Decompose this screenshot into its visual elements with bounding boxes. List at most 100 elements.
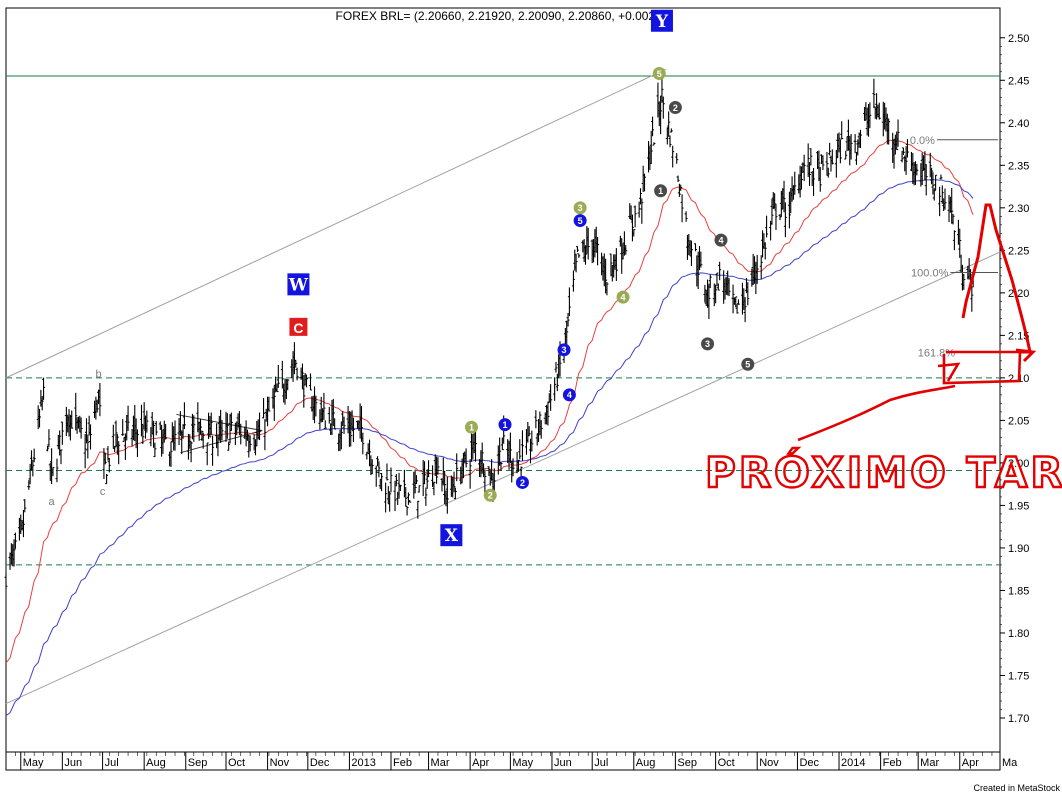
y-tick-label: 1.90 [1008, 543, 1029, 555]
wave-number-label: 2 [520, 478, 525, 488]
annotation-target-arrow [1015, 348, 1037, 363]
x-tick-label: Apr [472, 757, 489, 769]
y-tick-label: 1.85 [1008, 585, 1029, 597]
y-tick-label: 2.00 [1008, 458, 1029, 470]
x-tick-label: Ma [1002, 757, 1018, 769]
chart-title: FOREX BRL= (2.20660, 2.21920, 2.20090, 2… [336, 9, 673, 23]
x-tick-label: Aug [146, 757, 166, 769]
y-tick-label: 1.70 [1008, 713, 1029, 725]
y-tick-label: 2.50 [1008, 33, 1029, 45]
fibonacci-levels: 0.0% 100.0% 161.8% [910, 135, 998, 359]
wave-number-label: 5 [745, 360, 750, 370]
y-axis: 1.701.751.801.851.901.952.002.052.102.15… [1000, 33, 1029, 725]
wave-number-circle [562, 388, 576, 402]
y-tick-label: 2.20 [1008, 288, 1029, 300]
wave-number-circle [573, 201, 587, 215]
x-tick-label: Mar [431, 757, 450, 769]
x-tick-label: Jul [594, 757, 608, 769]
wave-number-circle [668, 100, 682, 114]
x-tick-label: 2014 [841, 757, 865, 769]
x-tick-label: May [23, 757, 44, 769]
x-tick-label: Nov [759, 757, 779, 769]
wave-number-circle [515, 475, 529, 489]
wave-number-circle [464, 420, 478, 434]
wave-number-circle [573, 214, 587, 228]
wave-letter-label: c [100, 486, 106, 498]
x-tick-label: Nov [270, 757, 290, 769]
ma-long-line [5, 178, 974, 717]
wave-number-circle [616, 290, 630, 304]
y-tick-label: 1.75 [1008, 670, 1029, 682]
wave-number-label: 3 [562, 345, 567, 355]
x-tick-label: Sep [677, 757, 697, 769]
x-tick-label: Jun [64, 757, 82, 769]
wave-box-letter: Y [655, 12, 669, 32]
wave-number-label: 3 [705, 339, 710, 349]
annotation-arrow-curve [797, 384, 956, 442]
x-tick-label: 2013 [351, 757, 375, 769]
x-tick-label: May [512, 757, 533, 769]
annotation: PRÓXIMO TARGET [704, 203, 1062, 498]
fib-label: 161.8% [918, 347, 956, 359]
y-tick-label: 2.35 [1008, 160, 1029, 172]
reference-lines [5, 68, 1001, 704]
y-tick-label: 2.30 [1008, 203, 1029, 215]
plot-frame [5, 7, 1001, 753]
annotation-text: PRÓXIMO TARGET [705, 447, 1062, 497]
wave-number-label: 4 [718, 235, 723, 245]
x-tick-label: Feb [393, 757, 412, 769]
wave-box-letter: C [293, 320, 303, 336]
wave-number-label: 1 [658, 186, 663, 196]
wave-number-circle [714, 233, 728, 247]
wave-box-label [287, 273, 310, 296]
fib-label: 0.0% [910, 135, 935, 147]
channel-lower-line [5, 251, 1001, 704]
x-tick-label: Dec [310, 757, 330, 769]
annotation-projection-path [961, 203, 1032, 353]
wave-labels: a b c C W X Y 1 2 3 4 5 1 2 3 4 5 1 2 3 4 5 [49, 9, 755, 547]
wave-letter-label: b [95, 369, 101, 381]
annotation-target-box [942, 350, 1022, 385]
y-tick-label: 1.95 [1008, 500, 1029, 512]
y-tick-label: 1.80 [1008, 628, 1029, 640]
y-tick-label: 2.05 [1008, 415, 1029, 427]
wave-number-circle [654, 184, 668, 198]
wave-box-label [289, 317, 308, 336]
x-tick-label: Jul [105, 757, 119, 769]
credit-text: Created in MetaStock [973, 783, 1060, 793]
wave-box-letter: X [445, 526, 459, 546]
y-tick-label: 2.25 [1008, 245, 1029, 257]
wave-number-label: 5 [657, 69, 662, 79]
ma-short-line [5, 139, 974, 664]
x-tick-label: Sep [188, 757, 208, 769]
x-tick-label: Oct [718, 757, 735, 769]
wave-letter-label: a [49, 496, 56, 508]
wave-box-label [650, 9, 673, 32]
x-tick-label: Apr [962, 757, 979, 769]
wave-number-label: 4 [567, 390, 572, 400]
wave-number-label: 1 [503, 420, 508, 430]
wave-number-circle [498, 418, 512, 432]
x-axis: May Jun Jul Aug Sep Oct Nov Dec 2013 Feb Mar Apr May… [5, 752, 1018, 770]
wave-number-label: 2 [488, 491, 493, 501]
x-tick-label: Feb [883, 757, 902, 769]
wave-number-label: 2 [673, 103, 678, 113]
wave-number-circle [652, 66, 666, 80]
x-tick-label: Mar [920, 757, 939, 769]
moving-averages [5, 139, 974, 717]
wave-number-label: 3 [578, 203, 583, 213]
fib-label: 100.0% [911, 267, 949, 279]
x-tick-label: Oct [228, 757, 245, 769]
wave-number-circle [701, 337, 715, 351]
y-tick-label: 2.45 [1008, 75, 1029, 87]
x-tick-label: Aug [636, 757, 656, 769]
wave-box-letter: W [288, 275, 309, 295]
channel-upper-line [5, 68, 667, 379]
wave-box-label [440, 524, 463, 547]
wave-number-label: 4 [621, 292, 626, 302]
wave-number-label: 5 [578, 216, 583, 226]
wave-number-label: 1 [469, 422, 474, 432]
wave-number-circle [483, 488, 497, 502]
wave-number-circle [557, 343, 571, 357]
x-tick-label: Dec [799, 757, 819, 769]
